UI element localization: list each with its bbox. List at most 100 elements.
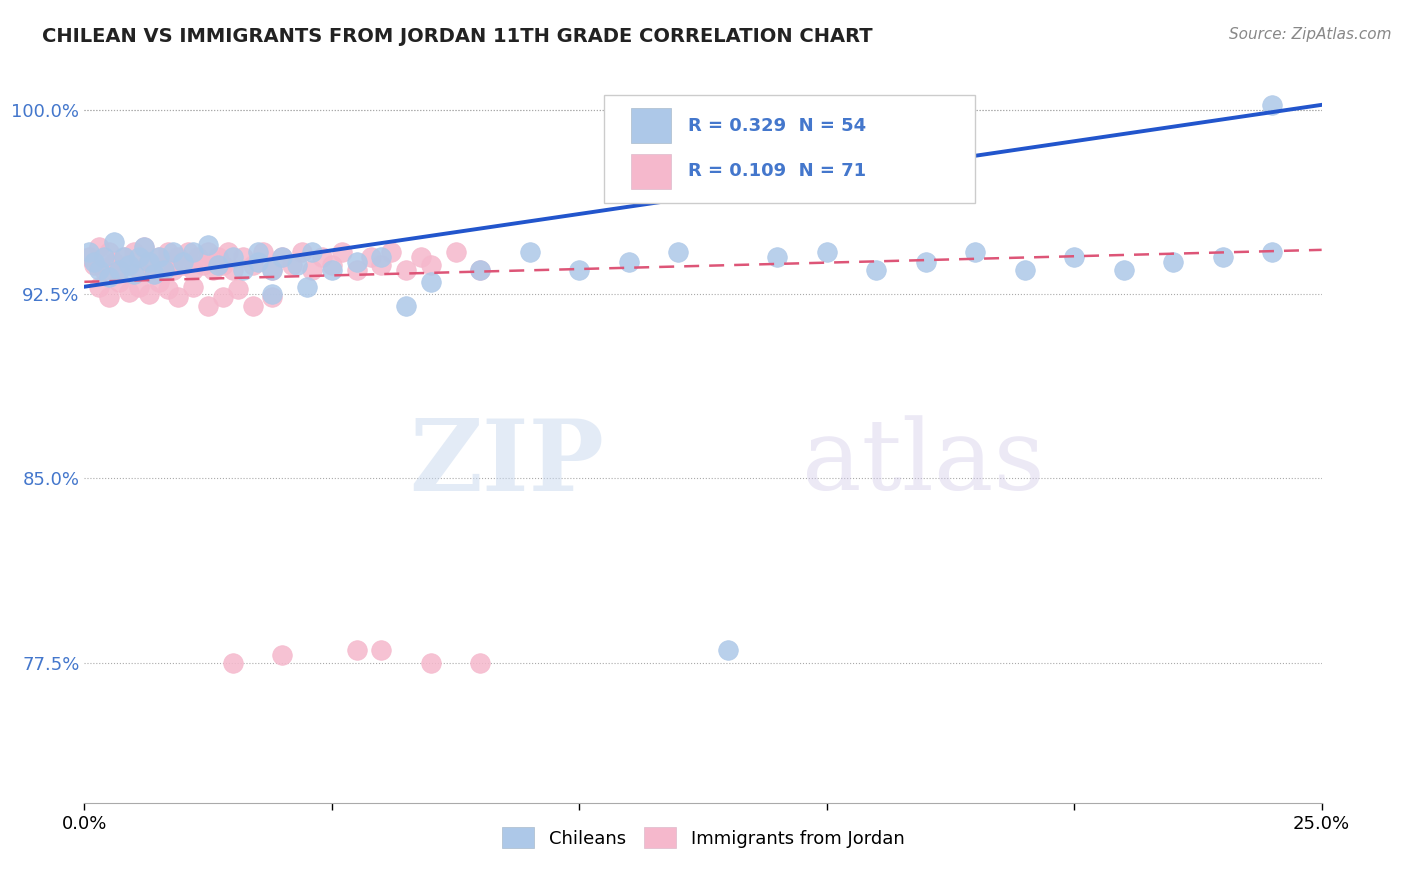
Point [232, 262, 254, 277]
Point [142, 268, 165, 282]
Point [128, 250, 150, 264]
Point [152, 262, 174, 277]
Point [252, 245, 274, 260]
Point [226, 282, 249, 296]
Point [281, 258, 304, 272]
Point [321, 258, 343, 272]
Point [138, 287, 160, 301]
Text: R = 0.109  N = 71: R = 0.109 N = 71 [688, 162, 866, 180]
FancyBboxPatch shape [605, 95, 976, 203]
Point [370, 643, 392, 657]
Point [232, 250, 254, 264]
Point [242, 258, 264, 272]
Point [103, 255, 125, 269]
Point [914, 255, 936, 269]
Point [370, 250, 392, 264]
Point [766, 250, 789, 264]
Legend: Chileans, Immigrants from Jordan: Chileans, Immigrants from Jordan [495, 820, 911, 855]
Point [262, 262, 284, 277]
Point [444, 245, 467, 260]
Point [132, 240, 155, 254]
Point [470, 262, 492, 277]
Point [172, 258, 194, 272]
Point [197, 245, 219, 260]
Point [380, 245, 402, 260]
Point [118, 258, 141, 272]
Point [222, 656, 245, 670]
Point [217, 245, 239, 260]
Point [108, 275, 131, 289]
Text: atlas: atlas [801, 416, 1045, 511]
Point [301, 262, 323, 277]
Point [815, 245, 838, 260]
Point [1212, 250, 1234, 264]
Point [212, 258, 235, 272]
Point [177, 245, 200, 260]
Point [162, 245, 184, 260]
Point [142, 268, 165, 282]
Point [122, 245, 145, 260]
Point [202, 262, 225, 277]
Point [395, 262, 418, 277]
Point [128, 279, 150, 293]
Point [568, 262, 591, 277]
Point [246, 245, 269, 260]
Point [617, 255, 640, 269]
Point [128, 262, 150, 277]
Point [148, 250, 170, 264]
Point [1261, 98, 1284, 112]
Point [98, 269, 121, 284]
Point [191, 258, 214, 272]
Point [330, 245, 353, 260]
Point [470, 262, 492, 277]
Point [167, 250, 190, 264]
Point [1063, 250, 1085, 264]
Point [197, 238, 219, 252]
Text: Source: ZipAtlas.com: Source: ZipAtlas.com [1229, 27, 1392, 42]
Point [222, 262, 245, 277]
Point [93, 262, 115, 277]
Point [108, 262, 131, 277]
Point [1112, 262, 1135, 277]
Point [157, 245, 180, 260]
Point [118, 258, 141, 272]
Point [138, 255, 160, 269]
Point [212, 289, 235, 303]
Point [181, 262, 204, 277]
Point [222, 250, 245, 264]
Point [271, 250, 294, 264]
Point [409, 250, 432, 264]
Point [395, 299, 418, 313]
Point [346, 255, 368, 269]
Point [89, 262, 111, 277]
Point [291, 245, 314, 260]
Text: CHILEAN VS IMMIGRANTS FROM JORDAN 11TH GRADE CORRELATION CHART: CHILEAN VS IMMIGRANTS FROM JORDAN 11TH G… [42, 27, 873, 45]
Point [207, 258, 229, 272]
Point [83, 255, 105, 269]
Point [519, 245, 541, 260]
Point [262, 289, 284, 303]
Point [271, 250, 294, 264]
Point [242, 299, 264, 313]
Point [360, 250, 382, 264]
Point [301, 245, 323, 260]
Point [83, 258, 105, 272]
Point [112, 250, 135, 264]
Point [271, 648, 294, 663]
Point [93, 250, 115, 264]
Point [181, 279, 204, 293]
Point [419, 258, 441, 272]
Point [666, 245, 689, 260]
Point [1014, 262, 1036, 277]
Point [207, 250, 229, 264]
Point [172, 255, 194, 269]
Point [1261, 245, 1284, 260]
Text: ZIP: ZIP [409, 415, 605, 512]
Point [370, 258, 392, 272]
Point [1161, 255, 1184, 269]
Point [122, 268, 145, 282]
Bar [631, 109, 671, 143]
Point [311, 250, 333, 264]
Point [79, 250, 101, 264]
Point [103, 235, 125, 250]
